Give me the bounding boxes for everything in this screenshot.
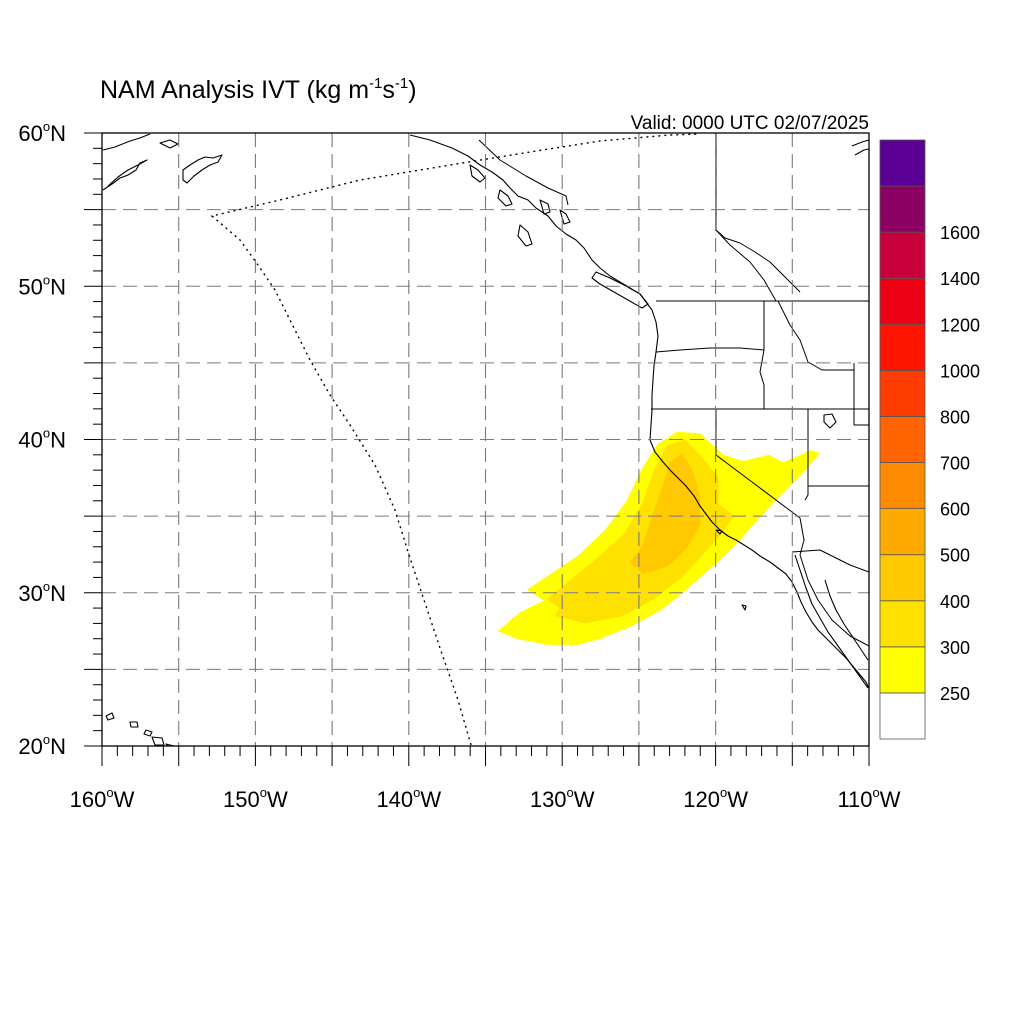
political-boundaries [478, 133, 869, 647]
colorbar-box [879, 646, 926, 694]
colorbar-box [879, 692, 926, 740]
colorbar-box [879, 139, 926, 187]
colorbar: 250 300 400 500 600 700 800 1000 1200 1400 1600 [879, 139, 980, 740]
axis-labels: 160oW 150oW 140oW 130oW 120oW 110oW 60oN 50oN 40… [18, 119, 900, 812]
colorbar-label: 500 [940, 546, 970, 566]
colorbar-label: 1200 [940, 315, 980, 335]
hawaii-islands [105, 712, 175, 746]
valid-time: Valid: 0000 UTC 02/07/2025 [631, 113, 869, 134]
lon-label: 140oW [376, 785, 441, 812]
colorbar-box [879, 462, 926, 510]
colorbar-box [879, 277, 926, 325]
lon-label: 150oW [223, 785, 288, 812]
map-area [101, 132, 870, 747]
colorbar-box [879, 185, 926, 233]
coastlines [102, 133, 869, 746]
colorbar-label: 700 [940, 454, 970, 474]
lon-label: 160oW [70, 785, 135, 812]
gulf-california [824, 579, 869, 661]
lon-label: 110oW [837, 785, 900, 812]
bc-coast [409, 134, 869, 690]
colorbar-box [879, 600, 926, 648]
colorbar-box [879, 416, 926, 463]
vancouver-island [591, 271, 649, 309]
ivt-region-400 [629, 453, 701, 575]
lon-label: 120oW [683, 785, 748, 812]
colorbar-label: 400 [940, 592, 970, 612]
colorbar-box [879, 369, 926, 417]
colorbar-label: 600 [940, 500, 970, 520]
alaska-peninsula [102, 159, 148, 191]
colorbar-label: 250 [940, 684, 970, 704]
dotted-boundary [210, 133, 701, 746]
gridlines [102, 133, 869, 746]
colorbar-box [879, 231, 926, 279]
lat-label: 20oN [18, 732, 66, 759]
ivt-plume [497, 431, 820, 645]
bc-alberta-border [715, 133, 777, 302]
lat-label: 60oN [18, 119, 66, 146]
us-mexico-border [791, 549, 869, 573]
colorbar-box [879, 508, 926, 556]
colorbar-label: 1000 [940, 361, 980, 381]
lat-label: 50oN [18, 272, 66, 299]
colorbar-label: 300 [940, 638, 970, 658]
wa-or-border [655, 347, 765, 353]
colorbar-box [879, 323, 926, 371]
lat-label: 40oN [18, 426, 66, 453]
colorbar-label: 800 [940, 407, 970, 427]
axis-ticks [84, 132, 870, 766]
colorbar-label: 1400 [940, 269, 980, 289]
colorbar-label: 1600 [940, 223, 980, 243]
lat-label: 30oN [18, 579, 66, 606]
lon-label: 130oW [530, 785, 595, 812]
baja-coast [794, 554, 869, 689]
alaska-coast [102, 133, 151, 151]
colorbar-box [879, 554, 926, 602]
chart-title: NAM Analysis IVT (kg m-1s-1) [100, 75, 417, 104]
